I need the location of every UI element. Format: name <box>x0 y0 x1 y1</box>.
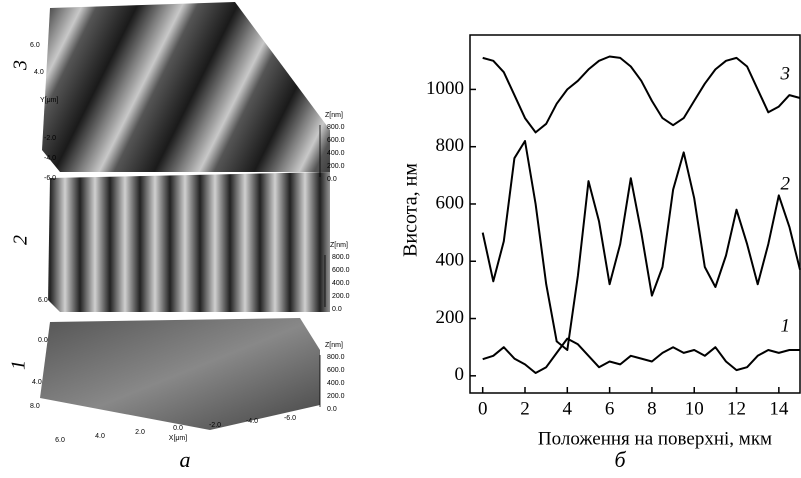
z-tick-label: 800.0 <box>327 354 345 361</box>
z-tick-label: 200.0 <box>332 293 350 300</box>
y-tick-label: 0 <box>455 364 465 385</box>
z-tick-label: 0.0 <box>327 406 337 413</box>
z-axis-label: Z[nm] <box>325 112 343 119</box>
caption: б <box>614 447 626 472</box>
z-tick-label: 200.0 <box>327 393 345 400</box>
afm-images <box>40 2 330 430</box>
z-tick-label: 800.0 <box>332 254 350 261</box>
image-label: 3 <box>10 60 32 71</box>
y-tick-label: -6.0 <box>44 175 56 182</box>
afm-surface <box>42 2 330 172</box>
x-tick-label: -2.0 <box>209 422 221 429</box>
x-tick-label: 6.0 <box>55 437 65 444</box>
z-tick-label: 600.0 <box>332 267 350 274</box>
y-tick-label: -4.0 <box>44 155 56 162</box>
y-tick-label: -2.0 <box>44 135 56 142</box>
x-tick-label: 0.0 <box>173 425 183 432</box>
x-axis-label: X[μm] <box>169 435 187 442</box>
z-tick-label: 600.0 <box>327 367 345 374</box>
x-tick-label: 2.0 <box>135 429 145 436</box>
z-tick-label: 400.0 <box>327 380 345 387</box>
x-tick-label: -4.0 <box>246 418 258 425</box>
afm-surface <box>40 318 320 430</box>
afm-surface <box>48 172 330 312</box>
y-tick-label: 800 <box>436 135 465 156</box>
y-tick-label: 4.0 <box>34 69 44 76</box>
y-tick-label: 200 <box>436 307 465 328</box>
x-tick-label: 0 <box>478 398 488 419</box>
series-label: 3 <box>780 63 791 84</box>
z-axis-label: Z[nm] <box>330 242 348 249</box>
y-tick-label: 8.0 <box>30 403 40 410</box>
x-axis-label: Положення на поверхні, мкм <box>538 428 772 449</box>
x-tick-label: 8 <box>647 398 657 419</box>
series-label: 2 <box>781 173 791 194</box>
y-tick-label: 4.0 <box>32 379 42 386</box>
y-tick-label: 600 <box>436 192 465 213</box>
afm-labels: 3 6.0 4.0 -2.0 -4.0 -6.0 Y[μm] Z[nm] 800.0 600.0 4… <box>8 42 350 444</box>
z-tick-label: 200.0 <box>327 163 345 170</box>
x-tick-label: 10 <box>685 398 704 419</box>
series-label: 1 <box>781 315 791 336</box>
line <box>482 337 800 374</box>
x-tick-label: 12 <box>727 398 746 419</box>
z-tick-label: 0.0 <box>332 306 342 313</box>
y-axis-label: Y[μm] <box>40 97 58 104</box>
y-tick-label: 400 <box>436 250 465 271</box>
x-tick-label: 14 <box>769 398 789 419</box>
y-tick-label: 6.0 <box>38 297 48 304</box>
z-axis-label: Z[nm] <box>325 342 343 349</box>
x-tick-label: 4.0 <box>95 433 105 440</box>
z-tick-label: 400.0 <box>327 150 345 157</box>
z-tick-label: 800.0 <box>327 124 345 131</box>
z-tick-label: 600.0 <box>327 137 345 144</box>
x-tick-label: -6.0 <box>284 415 296 422</box>
x-tick-label: 2 <box>520 398 530 419</box>
x-tick-label: 6 <box>605 398 615 419</box>
x-tick-label: 4 <box>563 398 573 419</box>
y-tick-label: 1000 <box>426 78 464 99</box>
line <box>481 140 801 351</box>
y-axis-label: Висота, нм <box>400 163 422 257</box>
image-label: 2 <box>10 235 32 245</box>
y-tick-label: 6.0 <box>30 42 40 49</box>
caption: а <box>180 447 191 472</box>
y-tick-label: 0.0 <box>38 337 48 344</box>
image-label: 1 <box>8 360 30 370</box>
line <box>482 55 801 134</box>
z-tick-label: 0.0 <box>327 176 337 183</box>
z-tick-label: 400.0 <box>332 280 350 287</box>
plot-frame <box>469 34 801 394</box>
